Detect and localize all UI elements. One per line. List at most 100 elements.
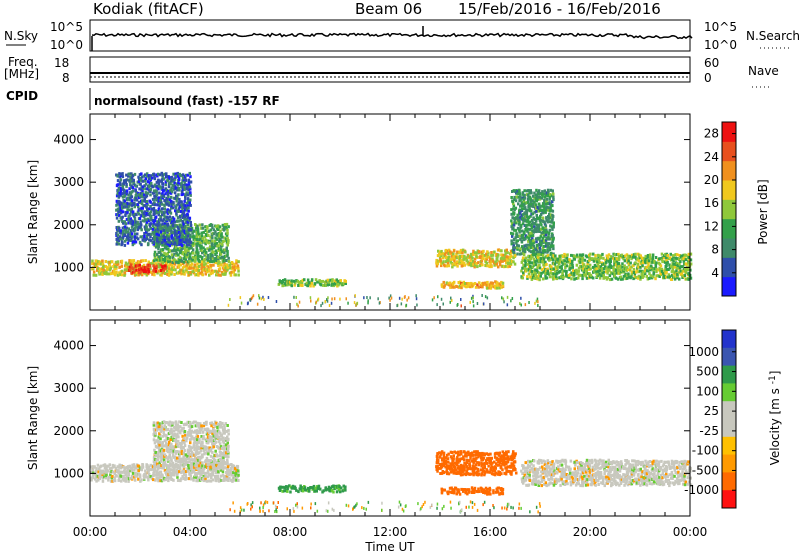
range-cell [219,274,222,277]
range-cell [171,431,174,434]
range-cell [544,211,547,214]
range-cell [102,480,105,483]
range-cell [142,464,145,467]
range-cell [512,297,513,300]
range-cell [501,296,503,299]
range-cell [199,431,202,434]
range-cell [93,274,96,277]
range-cell [163,449,166,452]
range-cell [481,294,483,297]
range-cell [296,296,298,299]
range-cell [202,430,205,433]
range-cell [542,277,545,280]
range-cell [153,241,156,244]
range-cell [186,461,189,464]
range-cell [481,263,484,266]
range-cell [501,284,504,287]
range-cell [515,207,518,210]
range-cell [318,298,320,301]
range-cell [175,261,178,264]
range-cell [357,302,359,305]
y-tick-label: 3000 [53,175,84,189]
range-cell [559,258,562,261]
range-cell [131,208,134,211]
range-cell [530,189,533,192]
range-cell [189,191,192,194]
range-cell [379,302,381,305]
range-cell [135,269,138,272]
range-cell [621,278,624,281]
range-cell [521,240,524,243]
range-cell [510,219,512,222]
range-cell [655,268,658,271]
range-cell [490,265,493,268]
range-cell [521,304,523,307]
range-cell [186,213,189,216]
range-cell [518,244,521,247]
range-cell [170,200,173,203]
range-cell [139,473,142,476]
range-cell [687,262,690,265]
range-cell [153,438,156,441]
range-cell [222,470,225,473]
range-cell [208,435,211,438]
range-cell [545,224,548,227]
range-cell [562,276,565,279]
range-cell [201,223,204,226]
range-cell [551,214,554,217]
range-cell [170,443,173,446]
range-cell [561,272,564,275]
range-cell [134,479,137,482]
range-cell [172,471,175,474]
range-cell [196,432,199,435]
range-cell [214,475,217,478]
range-cell [161,182,164,185]
range-cell [205,446,208,449]
range-cell [450,301,452,304]
range-cell [320,304,322,307]
range-cell [183,449,186,452]
range-cell [215,441,218,444]
range-cell [297,284,300,287]
range-cell [218,261,221,264]
range-cell [396,304,398,307]
range-cell [197,232,200,235]
range-cell [461,304,463,307]
range-cell [589,264,592,267]
range-cell [124,234,127,237]
range-cell [183,246,186,249]
range-cell [532,234,535,237]
range-cell [215,453,218,456]
range-cell [159,437,162,440]
range-cell [192,256,195,259]
colorbar-tick-label: 8 [711,243,719,257]
range-cell [172,206,175,209]
range-cell [492,282,495,285]
range-cell [201,441,204,444]
range-cell [196,438,199,441]
range-cell [339,298,341,301]
range-cell [391,297,393,300]
range-cell [198,260,201,263]
range-cell [598,261,601,264]
range-cell [121,216,124,219]
range-cell [564,259,567,262]
range-cell [523,194,526,197]
range-cell [324,284,327,287]
range-cell [331,278,334,281]
beam-label: Beam 06 [355,0,422,18]
range-cell [131,235,134,238]
range-cell [191,263,194,266]
range-cell [174,221,177,224]
range-cell [297,305,299,308]
range-cell [121,172,124,175]
range-cell [576,254,579,257]
range-cell [211,242,214,245]
range-cell [437,262,440,265]
range-cell [92,469,95,472]
range-cell [135,213,138,216]
colorbar-cell [722,161,736,181]
range-cell [322,302,324,305]
colorbar-cell [722,180,736,200]
